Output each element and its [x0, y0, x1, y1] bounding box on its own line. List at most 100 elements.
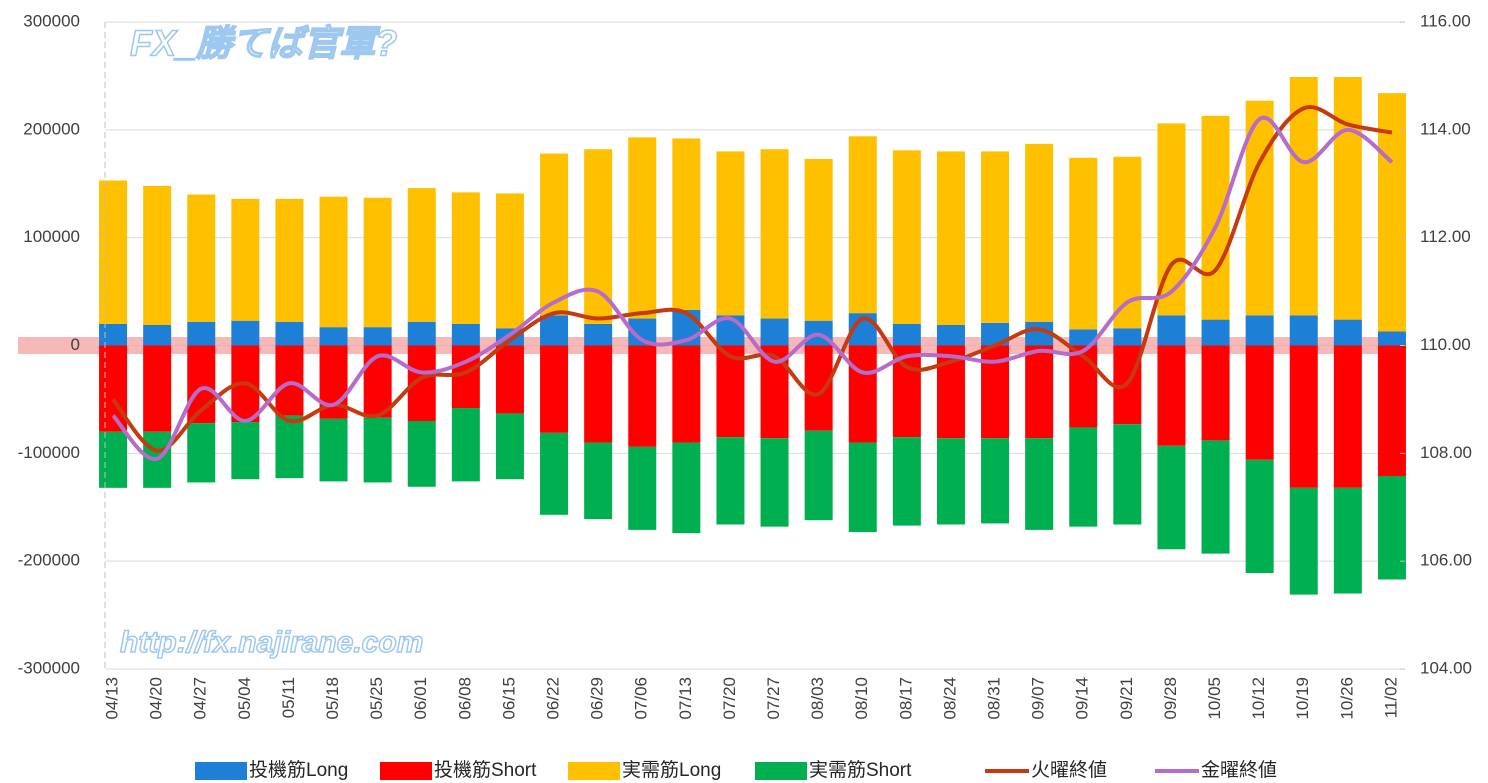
bar — [936, 151, 965, 326]
bar — [892, 150, 921, 324]
bar — [848, 136, 877, 314]
bar — [187, 321, 216, 346]
x-tick-label: 05/18 — [323, 677, 342, 720]
bar — [363, 417, 392, 483]
legend-label: 実需筋Long — [622, 759, 721, 781]
bar — [451, 192, 480, 324]
bar — [231, 198, 260, 321]
bar — [231, 320, 260, 346]
y-tick-label: -200000 — [18, 551, 80, 570]
bar — [540, 315, 569, 346]
bar — [407, 420, 436, 487]
bar — [363, 327, 392, 346]
bar — [1025, 438, 1054, 530]
y2-tick-label: 106.00 — [1420, 551, 1472, 570]
x-tick-label: 07/27 — [764, 677, 783, 720]
y-tick-label: -300000 — [18, 658, 80, 677]
watermark: FX_勝てば官軍? — [130, 23, 397, 64]
x-tick-label: 09/14 — [1073, 677, 1092, 720]
bar — [892, 323, 921, 346]
bar — [143, 345, 172, 432]
x-tick-label: 06/08 — [455, 677, 474, 720]
bar — [540, 345, 569, 433]
bar — [1069, 329, 1098, 346]
x-tick-label: 06/22 — [544, 677, 563, 720]
y2-tick-label: 116.00 — [1420, 11, 1471, 30]
bar — [143, 325, 172, 346]
bar — [1377, 345, 1406, 476]
bar — [1069, 345, 1098, 428]
bar — [1069, 427, 1098, 527]
x-tick-label: 04/27 — [191, 677, 210, 720]
bar — [231, 422, 260, 480]
bar — [760, 438, 789, 527]
bar — [1157, 445, 1186, 550]
x-tick-label: 07/13 — [676, 677, 695, 720]
bar — [672, 345, 701, 443]
bar — [1245, 345, 1274, 460]
x-tick-label: 06/15 — [499, 677, 518, 720]
bar — [804, 345, 833, 431]
bar — [584, 149, 613, 324]
bar — [1289, 345, 1318, 488]
line — [111, 105, 1393, 453]
bar — [1333, 319, 1362, 346]
bar — [848, 442, 877, 533]
y-tick-label: 300000 — [23, 11, 80, 30]
bar — [407, 188, 436, 322]
bar — [1069, 157, 1098, 330]
x-tick-label: 10/19 — [1293, 677, 1312, 720]
bar — [584, 323, 613, 346]
legend-swatch — [568, 762, 620, 780]
bar — [760, 318, 789, 346]
bar-layer — [99, 76, 1406, 595]
watermark: http://fx.najirane.com — [120, 626, 423, 659]
bar — [936, 438, 965, 525]
bar — [981, 322, 1010, 346]
zero-highlight — [18, 337, 1400, 354]
x-tick-label: 09/07 — [1029, 677, 1048, 720]
bar — [1113, 328, 1142, 346]
bar — [99, 323, 128, 346]
bar — [1025, 143, 1054, 322]
x-tick-label: 05/11 — [279, 677, 298, 718]
legend-label: 投機筋Long — [249, 759, 348, 781]
axis-layer: -300000 -200000 -100000 0 100000 200000 300000… — [18, 11, 1472, 719]
legend-swatch — [380, 762, 432, 780]
y-tick-label: -100000 — [18, 443, 80, 462]
bar — [275, 415, 304, 479]
y-tick-label: 200000 — [23, 119, 80, 138]
bar — [540, 432, 569, 515]
bar — [1377, 331, 1406, 346]
bar — [584, 345, 613, 443]
legend-swatch — [195, 762, 247, 780]
y-tick-label: 0 — [71, 335, 80, 354]
bar — [628, 345, 657, 447]
bar — [981, 151, 1010, 323]
bar — [981, 438, 1010, 524]
bar — [143, 185, 172, 326]
y2-tick-label: 112.00 — [1420, 227, 1471, 246]
bar — [1245, 459, 1274, 574]
bar — [1289, 315, 1318, 346]
bar — [363, 197, 392, 328]
x-tick-label: 11/02 — [1381, 677, 1400, 718]
bar — [275, 345, 304, 416]
x-tick-label: 09/21 — [1117, 677, 1136, 720]
bar — [187, 423, 216, 483]
bar — [804, 158, 833, 321]
bar — [892, 437, 921, 526]
bar — [407, 321, 436, 346]
x-tick-label: 04/13 — [103, 677, 122, 720]
bar — [540, 153, 569, 316]
bar — [848, 345, 877, 443]
legend-label: 実需筋Short — [809, 759, 912, 781]
bar — [628, 446, 657, 530]
bar — [716, 151, 745, 316]
line-layer — [111, 105, 1394, 461]
x-tick-label: 09/28 — [1161, 677, 1180, 720]
bar — [99, 431, 128, 488]
x-tick-label: 08/10 — [852, 677, 871, 720]
bar — [275, 321, 304, 346]
